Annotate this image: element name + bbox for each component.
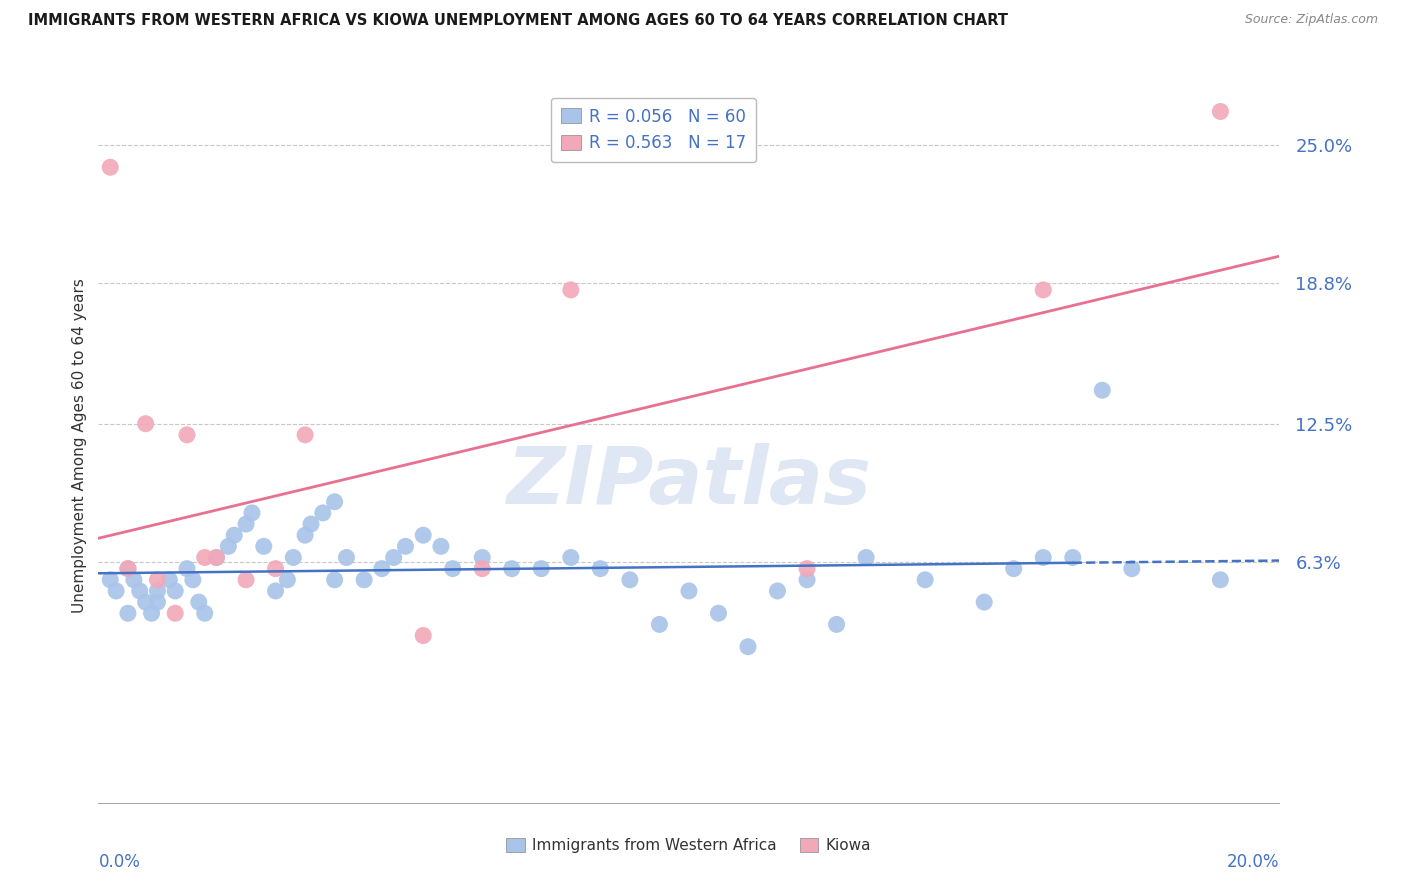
Point [441,562,464,576]
Point [796,573,818,587]
Point [1209,573,1232,587]
Point [146,573,169,587]
Point [235,573,257,587]
Point [98,573,121,587]
Point [235,516,257,531]
Point [294,528,316,542]
Point [117,562,139,576]
Point [471,562,494,576]
Point [394,539,416,553]
Point [825,617,848,632]
Point [796,562,818,576]
Point [205,550,228,565]
Point [146,583,169,598]
Point [323,573,346,587]
Point [855,550,877,565]
Point [157,573,180,587]
Point [98,161,121,175]
Point [707,607,730,621]
Point [105,583,128,598]
Point [176,562,198,576]
Point [264,562,287,576]
Point [264,583,287,598]
Point [1121,562,1143,576]
Point [283,550,305,565]
Point [766,583,789,598]
Point [1002,562,1025,576]
Point [560,550,582,565]
Text: IMMIGRANTS FROM WESTERN AFRICA VS KIOWA UNEMPLOYMENT AMONG AGES 60 TO 64 YEARS C: IMMIGRANTS FROM WESTERN AFRICA VS KIOWA … [28,13,1008,29]
Point [117,562,139,576]
Point [412,528,434,542]
Point [1062,550,1084,565]
Point [471,550,494,565]
Point [353,573,375,587]
Text: 0.0%: 0.0% [98,853,141,871]
Point [117,607,139,621]
Point [299,516,322,531]
Point [187,595,209,609]
Point [146,595,169,609]
Point [382,550,405,565]
Point [312,506,335,520]
Point [973,595,995,609]
Point [122,573,145,587]
Y-axis label: Unemployment Among Ages 60 to 64 years: Unemployment Among Ages 60 to 64 years [72,278,87,614]
Point [205,550,228,565]
Point [648,617,671,632]
Point [128,583,150,598]
Point [176,427,198,442]
Point [914,573,936,587]
Point [194,607,217,621]
Point [371,562,394,576]
Point [1032,550,1054,565]
Point [165,583,187,598]
Point [194,550,217,565]
Point [560,283,582,297]
Point [1209,104,1232,119]
Point [1032,283,1054,297]
Point [335,550,357,565]
Point [530,562,553,576]
Point [737,640,759,654]
Text: Source: ZipAtlas.com: Source: ZipAtlas.com [1244,13,1378,27]
Point [165,607,187,621]
Point [501,562,523,576]
Point [135,595,157,609]
Point [224,528,246,542]
Point [141,607,163,621]
Point [678,583,700,598]
Point [1091,383,1114,397]
Point [217,539,239,553]
Point [240,506,263,520]
Point [181,573,204,587]
Point [589,562,612,576]
Point [323,494,346,508]
Text: 20.0%: 20.0% [1227,853,1279,871]
Point [619,573,641,587]
Text: ZIPatlas: ZIPatlas [506,442,872,521]
Point [276,573,298,587]
Legend: Immigrants from Western Africa, Kiowa: Immigrants from Western Africa, Kiowa [501,832,877,859]
Point [135,417,157,431]
Point [412,628,434,642]
Point [294,427,316,442]
Point [430,539,453,553]
Point [253,539,276,553]
